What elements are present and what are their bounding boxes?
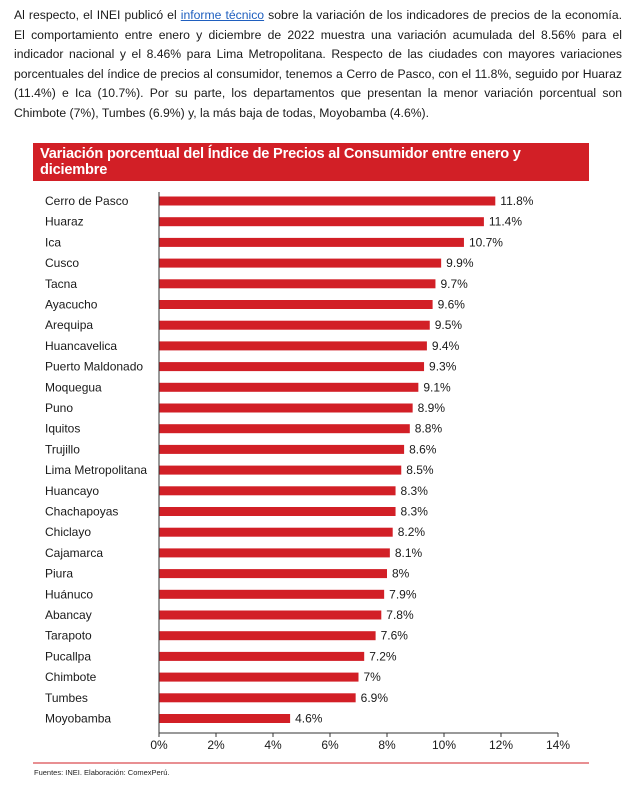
value-label-arequipa: 9.5%	[435, 318, 463, 332]
bar-piura	[159, 569, 387, 579]
source-note: Fuentes: INEI. Elaboración: ComexPerú.	[34, 768, 170, 777]
category-label-tacna: Tacna	[45, 277, 77, 291]
bar-cusco	[159, 258, 442, 268]
bar-abancay	[159, 610, 382, 620]
value-label-tarapoto: 7.6%	[381, 629, 409, 643]
category-label-cusco: Cusco	[45, 256, 79, 270]
category-label-puerto-maldonado: Puerto Maldonado	[45, 360, 143, 374]
bar-huanuco	[159, 589, 385, 599]
x-tick-label-2: 2%	[207, 738, 225, 752]
value-label-chiclayo: 8.2%	[398, 525, 426, 539]
value-label-puno: 8.9%	[418, 401, 446, 415]
category-label-tarapoto: Tarapoto	[45, 629, 92, 643]
value-label-cusco: 9.9%	[446, 256, 474, 270]
value-label-chachapoyas: 8.3%	[401, 505, 429, 519]
bar-trujillo	[159, 444, 405, 454]
bar-huancavelica	[159, 341, 427, 351]
category-label-huancayo: Huancayo	[45, 484, 99, 498]
value-label-cajamarca: 8.1%	[395, 546, 423, 560]
value-label-piura: 8%	[392, 567, 410, 581]
bar-pucallpa	[159, 651, 365, 661]
value-label-tumbes: 6.9%	[361, 691, 389, 705]
technical-report-link[interactable]: informe técnico	[180, 8, 265, 22]
value-label-iquitos: 8.8%	[415, 422, 443, 436]
x-tick-label-8: 8%	[378, 738, 396, 752]
bar-puno	[159, 403, 413, 413]
x-tick-label-0: 0%	[150, 738, 168, 752]
bar-huancayo	[159, 486, 396, 496]
category-label-pucallpa: Pucallpa	[45, 649, 91, 663]
bar-arequipa	[159, 320, 430, 330]
bar-tacna	[159, 279, 436, 289]
category-label-chiclayo: Chiclayo	[45, 525, 91, 539]
bar-lima-metropolitana	[159, 465, 402, 475]
value-label-ica: 10.7%	[469, 235, 503, 249]
category-label-iquitos: Iquitos	[45, 422, 80, 436]
category-label-huaraz: Huaraz	[45, 215, 84, 229]
x-tick-label-14: 14%	[546, 738, 570, 752]
bar-cajamarca	[159, 548, 390, 558]
category-label-cajamarca: Cajamarca	[45, 546, 103, 560]
bar-ayacucho	[159, 300, 433, 309]
bar-chiclayo	[159, 527, 393, 537]
category-label-chachapoyas: Chachapoyas	[45, 505, 118, 519]
chart-title: Variación porcentual del Índice de Preci…	[40, 146, 521, 178]
category-label-chimbote: Chimbote	[45, 670, 97, 684]
intro-text-start: Al respecto, el INEI publicó el	[14, 8, 181, 22]
value-label-huancavelica: 9.4%	[432, 339, 460, 353]
bar-moyobamba	[159, 714, 291, 723]
category-label-ayacucho: Ayacucho	[45, 298, 98, 312]
value-label-trujillo: 8.6%	[409, 442, 437, 456]
bar-chimbote	[159, 672, 359, 682]
bar-moquegua	[159, 382, 419, 392]
bar-huaraz	[159, 217, 484, 227]
value-label-puerto-maldonado: 9.3%	[429, 360, 457, 374]
x-tick-label-10: 10%	[432, 738, 456, 752]
intro-paragraph: Al respecto, el INEI publicó el informe …	[14, 6, 622, 124]
bar-tarapoto	[159, 631, 376, 641]
value-label-moquegua: 9.1%	[423, 380, 451, 394]
category-label-trujillo: Trujillo	[45, 442, 80, 456]
value-label-huancayo: 8.3%	[401, 484, 429, 498]
value-label-abancay: 7.8%	[386, 608, 414, 622]
category-label-moquegua: Moquegua	[45, 380, 102, 394]
value-label-ayacucho: 9.6%	[438, 298, 466, 312]
category-label-huanuco: Huánuco	[45, 587, 93, 601]
x-tick-label-4: 4%	[264, 738, 282, 752]
category-label-arequipa: Arequipa	[45, 318, 93, 332]
bar-ica	[159, 237, 464, 247]
bar-cerro-de-pasco	[159, 196, 496, 206]
category-label-huancavelica: Huancavelica	[45, 339, 117, 353]
value-label-huaraz: 11.4%	[489, 215, 522, 229]
category-label-ica: Ica	[45, 235, 61, 249]
x-tick-label-6: 6%	[321, 738, 339, 752]
category-label-cerro-de-pasco: Cerro de Pasco	[45, 194, 129, 208]
value-label-huanuco: 7.9%	[389, 587, 417, 601]
bar-puerto-maldonado	[159, 362, 425, 372]
category-label-puno: Puno	[45, 401, 73, 415]
bar-tumbes	[159, 693, 356, 703]
category-label-moyobamba: Moyobamba	[45, 712, 111, 726]
value-label-tacna: 9.7%	[440, 277, 468, 291]
value-label-pucallpa: 7.2%	[369, 649, 397, 663]
x-tick-label-12: 12%	[489, 738, 513, 752]
category-label-tumbes: Tumbes	[45, 691, 88, 705]
category-label-lima-metropolitana: Lima Metropolitana	[45, 463, 147, 477]
category-label-abancay: Abancay	[45, 608, 92, 622]
value-label-lima-metropolitana: 8.5%	[406, 463, 434, 477]
value-label-moyobamba: 4.6%	[295, 712, 323, 726]
bar-chachapoyas	[159, 507, 396, 516]
value-label-cerro-de-pasco: 11.8%	[500, 194, 533, 208]
bar-iquitos	[159, 424, 410, 434]
chart-title-bar: Variación porcentual del Índice de Preci…	[33, 143, 589, 181]
intro-text-rest: sobre la variación de los indicadores de…	[14, 8, 622, 120]
value-label-chimbote: 7%	[364, 670, 382, 684]
category-label-piura: Piura	[45, 567, 73, 581]
